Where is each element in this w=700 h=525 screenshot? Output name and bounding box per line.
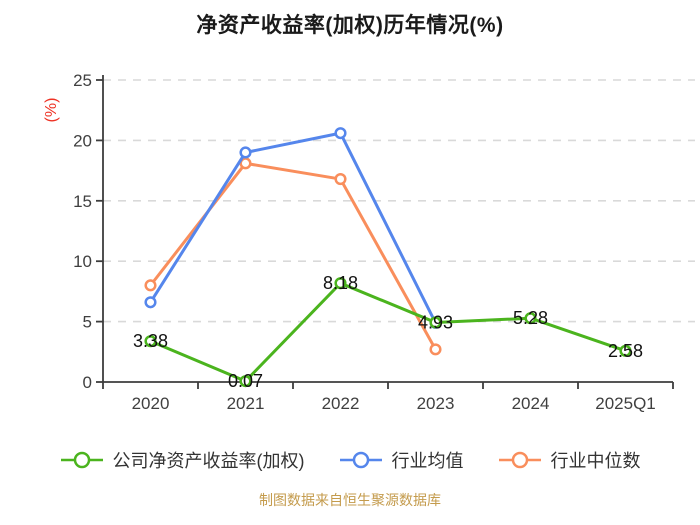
series-line-industry-median bbox=[144, 157, 442, 356]
svg-text:10: 10 bbox=[73, 252, 92, 271]
series-line-company-roe bbox=[144, 277, 632, 388]
data-point-industry-mean bbox=[334, 127, 347, 140]
svg-text:3.38: 3.38 bbox=[133, 331, 168, 351]
svg-text:2021: 2021 bbox=[227, 394, 265, 413]
data-point-company-roe bbox=[524, 312, 537, 325]
data-point-industry-mean bbox=[239, 146, 252, 159]
x-tick-labels: 2020 2021 2022 2023 2024 2025Q1 bbox=[102, 382, 674, 413]
svg-text:0: 0 bbox=[83, 373, 92, 392]
legend-label-industry-mean: 行业均值 bbox=[391, 451, 464, 471]
data-point-industry-median bbox=[429, 343, 442, 356]
data-point-company-roe bbox=[144, 335, 157, 348]
y-tick-labels: 0 5 10 15 20 25 bbox=[73, 71, 103, 392]
data-point-company-roe bbox=[619, 344, 632, 357]
series-line-industry-mean bbox=[144, 127, 442, 329]
svg-text:5: 5 bbox=[83, 313, 92, 332]
legend-label-company-roe: 公司净资产收益率(加权) bbox=[112, 451, 305, 471]
data-point-company-roe bbox=[429, 316, 442, 329]
svg-text:2023: 2023 bbox=[417, 394, 455, 413]
data-point-company-roe bbox=[239, 375, 252, 388]
svg-text:0.07: 0.07 bbox=[228, 371, 263, 391]
line-marker-icon bbox=[498, 451, 541, 469]
line-marker-icon bbox=[339, 451, 382, 469]
data-source-caption: 制图数据来自恒生聚源数据库 bbox=[259, 492, 441, 508]
legend-item-industry-median[interactable]: 行业中位数 bbox=[498, 447, 641, 473]
data-point-industry-median bbox=[239, 157, 252, 170]
legend-item-industry-mean[interactable]: 行业均值 bbox=[339, 447, 464, 473]
y-axis-unit-label: (%) bbox=[43, 98, 60, 123]
data-point-industry-mean bbox=[144, 296, 157, 309]
svg-text:4.93: 4.93 bbox=[418, 312, 453, 332]
svg-text:20: 20 bbox=[73, 131, 92, 150]
line-marker-icon bbox=[60, 451, 103, 469]
legend-item-company-roe[interactable]: 公司净资产收益率(加权) bbox=[60, 447, 305, 473]
chart-title: 净资产收益率(加权)历年情况(%) bbox=[196, 14, 504, 37]
svg-text:2024: 2024 bbox=[512, 394, 550, 413]
svg-text:25: 25 bbox=[73, 71, 92, 90]
svg-text:2.58: 2.58 bbox=[608, 341, 643, 361]
legend-label-industry-median: 行业中位数 bbox=[550, 451, 641, 471]
data-point-industry-median bbox=[334, 173, 347, 186]
roe-line-chart: 0 5 10 15 20 25 2020 2021 2022 2023 2024 2025Q1 (%) 3… bbox=[43, 71, 695, 413]
svg-text:8.18: 8.18 bbox=[323, 273, 358, 293]
svg-text:(%): (%) bbox=[43, 98, 60, 123]
point-value-labels: 3.38 0.07 8.18 4.93 5.28 2.58 bbox=[133, 273, 643, 391]
data-point-company-roe bbox=[334, 277, 347, 290]
chart-legend: 公司净资产收益率(加权) 行业均值 行业中位数 bbox=[0, 448, 700, 472]
svg-text:2020: 2020 bbox=[132, 394, 170, 413]
data-point-industry-median bbox=[144, 279, 157, 292]
svg-text:5.28: 5.28 bbox=[513, 308, 548, 328]
svg-text:2025Q1: 2025Q1 bbox=[595, 394, 656, 413]
svg-text:2022: 2022 bbox=[322, 394, 360, 413]
svg-text:15: 15 bbox=[73, 192, 92, 211]
